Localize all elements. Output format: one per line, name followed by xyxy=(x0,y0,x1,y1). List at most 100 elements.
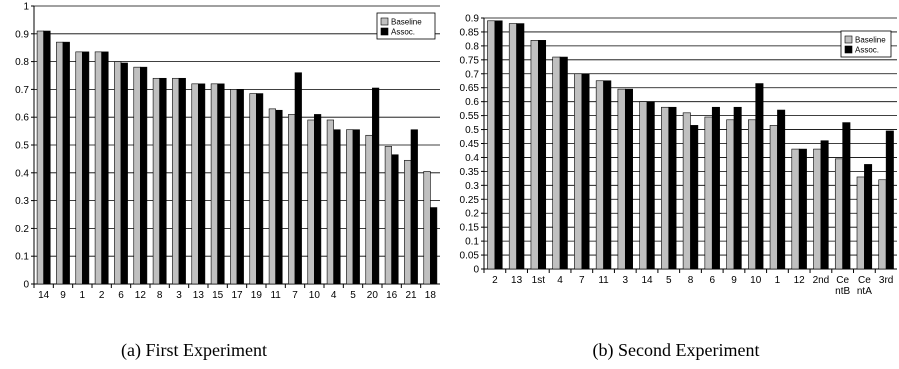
assoc-bar xyxy=(733,106,742,270)
x-tick-label: 11 xyxy=(270,290,281,301)
y-tick-label: 0.2 xyxy=(465,209,479,220)
assoc-bar xyxy=(178,77,186,285)
y-tick-label: 0.35 xyxy=(460,167,480,178)
assoc-bar xyxy=(603,80,612,270)
baseline-bar xyxy=(530,40,539,270)
assoc-bar xyxy=(140,66,148,285)
assoc-bar xyxy=(82,51,90,285)
y-tick-label: 0.6 xyxy=(465,97,479,108)
x-tick-label: 17 xyxy=(231,290,243,301)
x-tick-label: 2 xyxy=(492,275,498,286)
x-tick-label: 5 xyxy=(666,275,672,286)
y-tick-label: 0.4 xyxy=(15,168,29,179)
assoc-bar xyxy=(217,83,225,285)
assoc-bar xyxy=(864,164,873,270)
assoc-bar xyxy=(755,83,764,270)
baseline-bar xyxy=(487,20,496,270)
assoc-bar xyxy=(624,88,633,270)
assoc-bar xyxy=(120,62,128,285)
baseline-bar xyxy=(36,30,44,285)
assoc-bar xyxy=(391,154,399,285)
assoc-bar xyxy=(559,56,568,270)
baseline-bar xyxy=(878,179,887,270)
x-tick-label: 1st xyxy=(532,275,546,286)
x-tick-label: 6 xyxy=(118,290,124,301)
x-tick-label: Ce ntB xyxy=(835,275,850,297)
x-tick-label: 20 xyxy=(367,290,379,301)
baseline-bar xyxy=(574,73,583,270)
baseline-bar xyxy=(94,51,102,285)
assoc-bar xyxy=(275,109,283,285)
legend-swatch xyxy=(380,27,389,36)
y-tick-label: 0.65 xyxy=(460,83,480,94)
legend-swatch xyxy=(844,35,853,44)
baseline-bar xyxy=(75,51,83,285)
x-tick-label: 15 xyxy=(212,290,224,301)
x-tick-label: 18 xyxy=(425,290,437,301)
baseline-bar xyxy=(856,176,865,270)
baseline-bar xyxy=(726,119,735,270)
baseline-bar xyxy=(191,83,199,285)
baseline-bar xyxy=(639,101,648,270)
y-tick-label: 0.9 xyxy=(15,29,29,40)
assoc-bar xyxy=(798,148,807,270)
chart-second-experiment: 0 0.05 0.1 0.15 0.2 0.25 0.3 0.35 0.4 0.45 0.5 0.55… xyxy=(460,14,897,361)
x-tick-label: 10 xyxy=(309,290,321,301)
assoc-bar xyxy=(581,73,590,270)
assoc-bar xyxy=(842,122,851,270)
x-tick-label: 1 xyxy=(80,290,86,301)
baseline-bar xyxy=(152,77,160,285)
assoc-bar xyxy=(668,106,677,270)
y-tick-label: 0.2 xyxy=(15,224,29,235)
x-tick-label: 1 xyxy=(775,275,781,286)
x-tick-label: 4 xyxy=(557,275,563,286)
assoc-bar xyxy=(820,140,829,270)
assoc-bar xyxy=(101,51,109,285)
baseline-bar xyxy=(230,89,238,285)
y-tick-label: 0 xyxy=(23,280,29,291)
x-tick-label: 5 xyxy=(350,290,356,301)
x-tick-label: 9 xyxy=(60,290,66,301)
baseline-bar xyxy=(384,146,392,285)
assoc-bar xyxy=(294,72,302,285)
baseline-bar xyxy=(508,23,517,270)
y-tick-label: 0.15 xyxy=(460,223,480,234)
assoc-bar xyxy=(372,87,380,285)
baseline-bar xyxy=(769,125,778,270)
x-tick-label: 19 xyxy=(251,290,263,301)
assoc-bar xyxy=(516,23,525,270)
x-tick-label: 14 xyxy=(641,275,653,286)
x-tick-label: 10 xyxy=(750,275,762,286)
y-tick-label: 0.4 xyxy=(465,153,479,164)
x-tick-label: 2 xyxy=(99,290,105,301)
assoc-bar xyxy=(885,130,894,270)
y-tick-label: 0.9 xyxy=(465,14,479,25)
baseline-bar xyxy=(346,129,354,285)
y-tick-label: 0.3 xyxy=(465,181,479,192)
baseline-bar xyxy=(56,41,64,285)
baseline-bar xyxy=(661,106,670,270)
baseline-bar xyxy=(404,159,412,285)
x-tick-label: 12 xyxy=(135,290,147,301)
y-tick-label: 0.7 xyxy=(465,69,479,80)
baseline-bar xyxy=(834,158,843,270)
y-tick-label: 0.1 xyxy=(15,252,29,263)
assoc-bar xyxy=(690,125,699,270)
chart-caption: (a) First Experiment xyxy=(121,340,267,361)
assoc-bar xyxy=(256,93,264,285)
assoc-bar xyxy=(430,207,438,285)
assoc-bar xyxy=(333,129,341,285)
chart-caption: (b) Second Experiment xyxy=(593,340,760,361)
x-tick-label: 3 xyxy=(623,275,629,286)
y-tick-label: 0.1 xyxy=(465,237,479,248)
baseline-bar xyxy=(617,88,626,270)
x-tick-label: 14 xyxy=(38,290,50,301)
y-tick-label: 0.6 xyxy=(15,113,29,124)
baseline-bar xyxy=(326,119,334,285)
x-tick-label: 3 xyxy=(176,290,182,301)
baseline-bar xyxy=(704,116,713,270)
